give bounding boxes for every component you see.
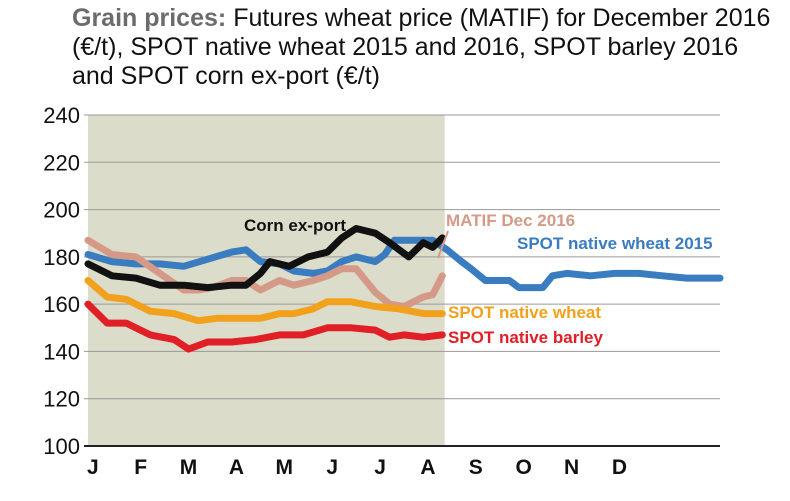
y-tick-label: 200 <box>43 198 80 223</box>
x-tick-label: M <box>276 456 294 479</box>
series-annotations: Corn ex-port MATIF Dec 2016 SPOT native wh… <box>244 211 713 347</box>
annotation-matif-dec-2016: MATIF Dec 2016 <box>446 211 575 230</box>
y-axis-ticks: 100 120 140 160 180 200 220 240 <box>43 103 80 459</box>
x-tick-label: J <box>87 456 99 479</box>
y-tick-label: 180 <box>43 245 80 270</box>
y-tick-label: 240 <box>43 103 80 128</box>
chart-title-lead: Grain prices: <box>72 4 227 32</box>
annotation-spot-native-wheat-2015: SPOT native wheat 2015 <box>517 234 713 253</box>
annotation-corn-ex-port: Corn ex-port <box>244 216 346 235</box>
x-tick-label: A <box>420 456 435 479</box>
y-tick-label: 100 <box>43 434 80 459</box>
series-line-spot-native-wheat <box>84 277 446 325</box>
series-line-corn-ex-port <box>84 225 446 292</box>
x-tick-label: M <box>180 456 198 479</box>
x-tick-label: A <box>229 456 244 479</box>
x-tick-label: J <box>374 456 386 479</box>
series-line-spot-native-wheat-2015 <box>84 236 724 292</box>
gridlines <box>84 114 720 447</box>
x-tick-label: S <box>469 456 483 479</box>
y-tick-label: 160 <box>43 292 80 317</box>
y-tick-label: 220 <box>43 150 80 175</box>
x-tick-label: O <box>516 456 532 479</box>
x-tick-label: N <box>564 456 579 479</box>
matif-leader-line <box>437 230 449 259</box>
series-lines <box>84 225 724 353</box>
chart-title-rest: Futures wheat price (MATIF) for December… <box>72 4 771 90</box>
annotation-spot-native-barley: SPOT native barley <box>448 328 603 347</box>
y-tick-label: 120 <box>43 387 80 412</box>
x-tick-label: F <box>134 456 147 479</box>
chart-title: Grain prices: Futures wheat price (MATIF… <box>72 4 772 91</box>
x-tick-label: D <box>612 456 627 479</box>
x-tick-label: J <box>326 456 338 479</box>
annotation-spot-native-wheat: SPOT native wheat <box>448 303 601 322</box>
series-line-spot-native-barley <box>84 300 446 353</box>
y-tick-label: 140 <box>43 339 80 364</box>
